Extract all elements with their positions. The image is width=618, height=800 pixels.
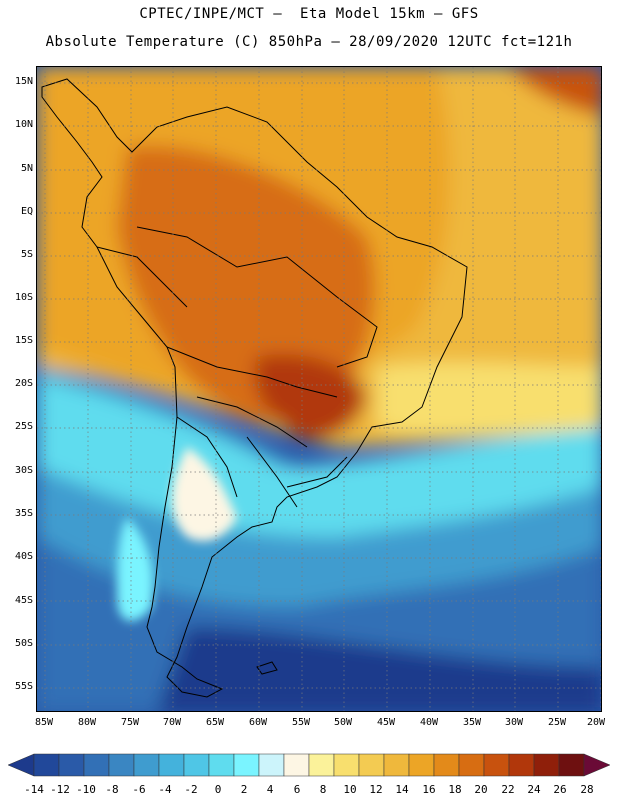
lat-label-10n: 10N [14,119,33,130]
colorbar-swatch [433,753,460,777]
country-border-4 [246,436,298,508]
colorbar-swatches [7,753,611,777]
colorbar-swatch [158,753,185,777]
colorbar-swatch [533,753,560,777]
colorbar-arrow-max [583,753,611,777]
lon-label-65w: 65W [205,717,225,728]
colorbar-label-4: 4 [266,783,274,796]
country-border-3 [196,396,308,448]
lat-label-10s: 10S [14,292,33,303]
colorbar-swatch [258,753,285,777]
field-band-10 [377,362,601,437]
colorbar-label-m6: -6 [132,783,146,796]
field-band-4 [117,517,154,621]
country-border-1 [136,226,378,368]
lon-label-30w: 30W [504,717,524,728]
colorbar-label-2: 2 [240,783,248,796]
lat-label-40s: 40S [14,551,33,562]
country-border-5 [176,416,238,498]
colorbar-swatch [183,753,210,777]
colorbar-label-10: 10 [343,783,357,796]
chart-title-line2: Absolute Temperature (C) 850hPa – 28/09/… [45,34,573,50]
lat-label-45s: 45S [14,595,33,606]
lon-label-40w: 40W [419,717,439,728]
lon-label-80w: 80W [77,717,97,728]
lon-label-25w: 25W [547,717,567,728]
temperature-map [37,67,601,711]
country-border-7 [96,246,188,308]
colorbar-swatch [408,753,435,777]
country-border-2 [166,346,338,398]
colorbar-label-m4: -4 [158,783,172,796]
colorbar-arrow-min [7,753,35,777]
colorbar-label-28: 28 [580,783,594,796]
colorbar-label-m8: -8 [105,783,119,796]
lat-label-15n: 15N [14,76,33,87]
colorbar-swatch [33,753,60,777]
lon-label-20w: 20W [586,717,606,728]
lon-label-35w: 35W [462,717,482,728]
lon-label-70w: 70W [162,717,182,728]
south-america-outline [41,78,468,698]
lat-label-30s: 30S [14,465,33,476]
lat-label-5s: 5S [20,249,33,260]
lon-label-45w: 45W [376,717,396,728]
lon-label-55w: 55W [291,717,311,728]
colorbar-label-m10: -10 [76,783,96,796]
lon-label-50w: 50W [333,717,353,728]
colorbar-label-6: 6 [293,783,301,796]
colorbar-label-m14: -14 [24,783,44,796]
field-band-m14 [157,627,601,711]
colorbar-swatch [108,753,135,777]
lon-label-75w: 75W [120,717,140,728]
colorbar-label-26: 26 [553,783,567,796]
colorbar [7,753,611,777]
colorbar-swatch [283,753,310,777]
chart-title-line1: CPTEC/INPE/MCT – Eta Model 15km – GFS [139,6,479,22]
colorbar-swatch [358,753,385,777]
colorbar-label-16: 16 [422,783,436,796]
colorbar-label-8: 8 [319,783,327,796]
field-band-26 [254,354,367,440]
colorbar-swatch [58,753,85,777]
colorbar-swatch [308,753,335,777]
island [256,661,278,675]
coastlines [41,78,468,698]
colorbar-label-20: 20 [474,783,488,796]
colorbar-label-m12: -12 [50,783,70,796]
colorbar-swatch [458,753,485,777]
lat-label-eq: EQ [20,206,33,217]
lon-label-85w: 85W [34,717,54,728]
colorbar-swatch [333,753,360,777]
lat-label-20s: 20S [14,378,33,389]
field-band-24 [507,67,601,117]
colorbar-label-0: 0 [214,783,222,796]
colorbar-label-22: 22 [501,783,515,796]
colorbar-swatch [133,753,160,777]
temperature-field [37,67,601,711]
colorbar-label-18: 18 [448,783,462,796]
colorbar-label-14: 14 [395,783,409,796]
field-band-8 [172,447,237,541]
colorbar-swatch [83,753,110,777]
colorbar-swatch [233,753,260,777]
lat-label-50s: 50S [14,638,33,649]
lat-label-5n: 5N [20,163,33,174]
colorbar-label-m2: -2 [184,783,198,796]
lon-label-60w: 60W [248,717,268,728]
country-border-6 [286,456,348,488]
colorbar-swatch [208,753,235,777]
colorbar-swatch [508,753,535,777]
colorbar-swatch [383,753,410,777]
colorbar-label-24: 24 [527,783,541,796]
lat-label-25s: 25S [14,421,33,432]
colorbar-swatch [558,753,585,777]
map-frame [36,66,602,712]
lat-label-35s: 35S [14,508,33,519]
colorbar-label-12: 12 [369,783,383,796]
lat-label-55s: 55S [14,681,33,692]
colorbar-swatch [483,753,510,777]
lat-label-15s: 15S [14,335,33,346]
